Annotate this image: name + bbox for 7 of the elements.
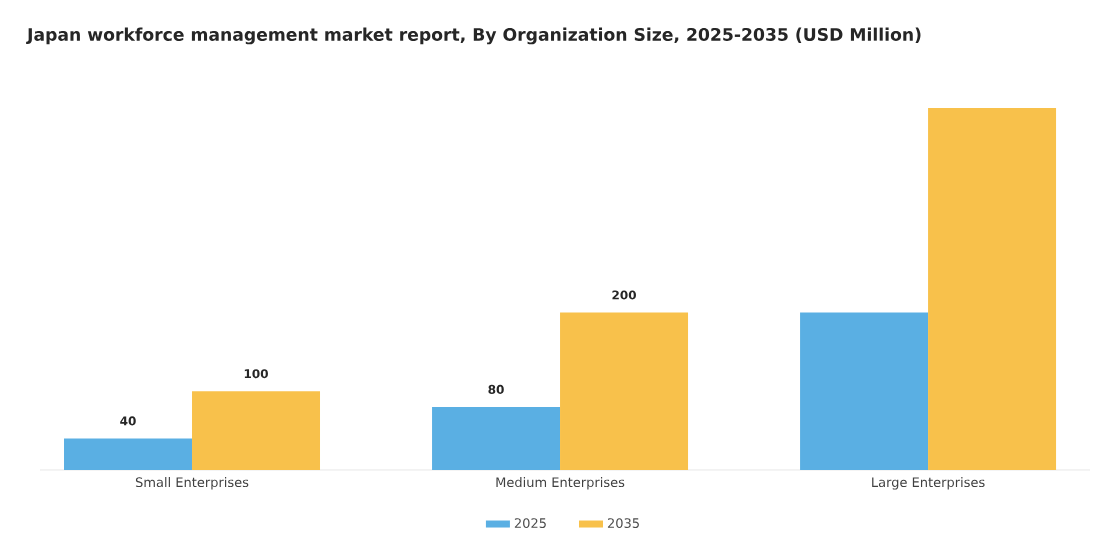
bar <box>192 391 321 470</box>
chart-title: Japan workforce management market report, By Organization Size, 2025-2035 (USD Million) <box>26 27 921 45</box>
bar <box>432 407 561 470</box>
bar <box>560 312 689 470</box>
bar <box>928 107 1057 470</box>
bar <box>800 312 929 470</box>
bar <box>64 438 193 470</box>
